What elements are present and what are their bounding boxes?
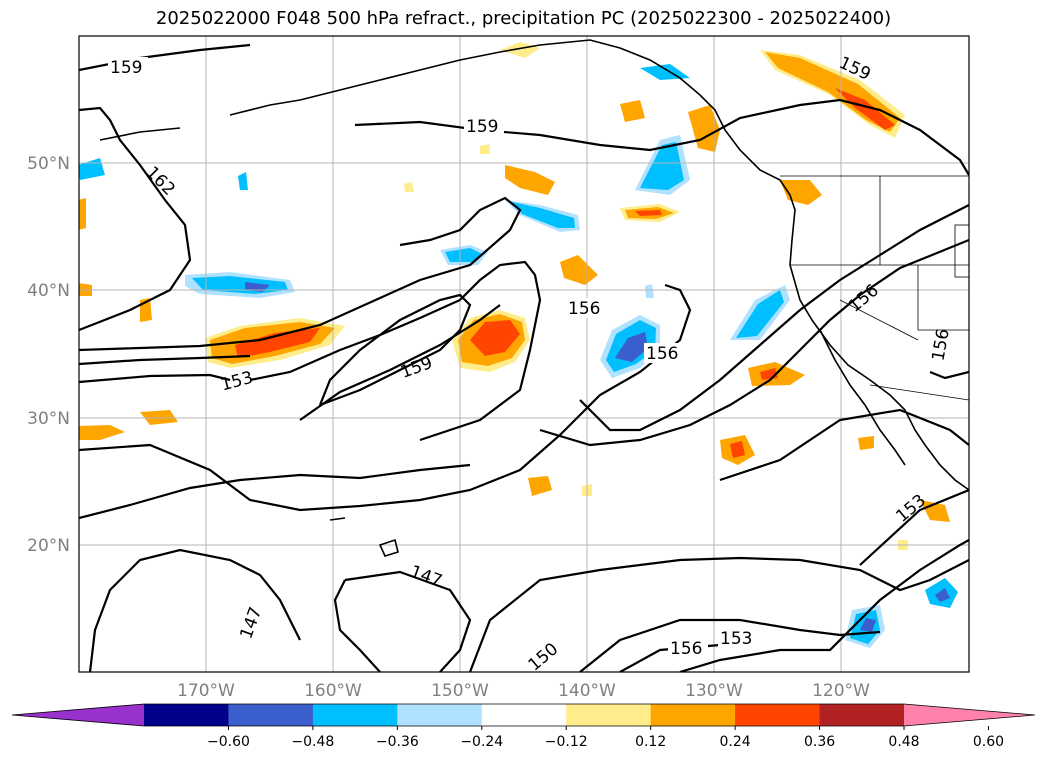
colorbar-segment <box>481 704 567 726</box>
contour-label: 156 <box>568 299 600 319</box>
colorbar-segment <box>144 704 229 726</box>
map-frame <box>78 35 970 673</box>
colorbar-tick-label: 0.48 <box>888 734 919 750</box>
longitude-labels: 170°W 160°W 150°W 140°W 130°W 120°W <box>177 681 870 701</box>
latitude-labels: 50°N 40°N 30°N 20°N <box>27 154 70 556</box>
colorbar-segment <box>566 704 652 726</box>
colorbar-tick-label: −0.36 <box>376 734 419 750</box>
colorbar-extend-low <box>12 704 144 726</box>
colorbar-tick-label: 0.60 <box>973 734 1004 750</box>
colorbar-extend-high <box>904 704 1035 726</box>
contour-label: 156 <box>670 639 702 659</box>
lon-label: 130°W <box>685 681 743 701</box>
colorbar-segment <box>312 704 398 726</box>
lon-label: 170°W <box>177 681 235 701</box>
map-title: 2025022000 F048 500 hPa refract., precip… <box>155 8 892 29</box>
colorbar-tick-label: 0.36 <box>804 734 835 750</box>
colorbar-segment <box>228 704 314 726</box>
borders <box>780 175 969 401</box>
contour-label: 159 <box>110 58 142 78</box>
colorbar-segment <box>819 704 905 726</box>
lat-label: 50°N <box>27 154 70 174</box>
colorbar-tick-label: −0.48 <box>291 734 334 750</box>
colorbar-tick-label: −0.60 <box>207 734 250 750</box>
colorbar-tick-label: 0.24 <box>720 734 751 750</box>
lat-label: 40°N <box>27 281 70 301</box>
gridlines <box>79 36 969 672</box>
colorbar-segment <box>735 704 821 726</box>
colorbar: −0.60 −0.48 −0.36 −0.24 −0.12 0.12 0.24 0.36 0.4… <box>11 703 1036 750</box>
lon-label: 160°W <box>304 681 362 701</box>
contour-lines <box>79 43 969 672</box>
lon-label: 120°W <box>812 681 870 701</box>
colorbar-tick-label: 0.12 <box>635 734 666 750</box>
lon-label: 140°W <box>558 681 616 701</box>
lon-label: 150°W <box>431 681 489 701</box>
colorbar-outline <box>11 703 1036 727</box>
contour-label: 156 <box>646 344 678 364</box>
colorbar-tick-label: −0.12 <box>545 734 588 750</box>
coastlines <box>99 39 969 557</box>
lat-label: 20°N <box>27 536 70 556</box>
contour-label: 153 <box>720 629 752 649</box>
colorbar-segment <box>650 704 736 726</box>
colorbar-tick-label: −0.24 <box>460 734 503 750</box>
contour-label: 159 <box>466 117 498 137</box>
colorbar-segment <box>397 704 483 726</box>
lat-label: 30°N <box>27 409 70 429</box>
